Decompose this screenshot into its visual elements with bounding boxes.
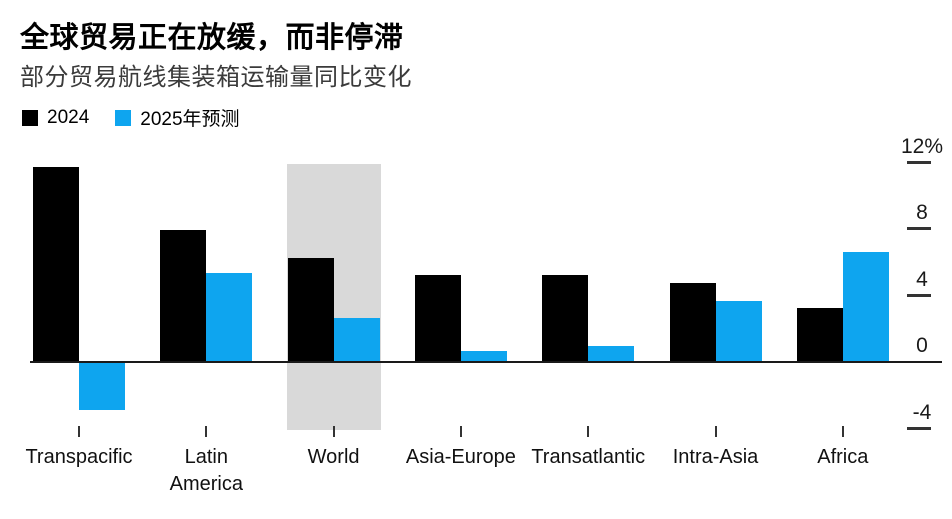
category-tick (78, 426, 80, 437)
category-label-line: World (307, 446, 360, 468)
category-label-line: Latin (184, 446, 228, 468)
y-axis-tick (907, 293, 931, 297)
bar-black-africa (796, 308, 843, 363)
bar-black-latin-america (160, 230, 207, 363)
category-tick (714, 426, 717, 437)
category-label-line: Transpacific (25, 446, 133, 468)
bar-blue-latin-america (206, 273, 253, 363)
category-label-line: Asia-Europe (405, 446, 516, 468)
category-label-line: Africa (817, 446, 869, 468)
category-label-line: Transatlantic (531, 446, 646, 468)
y-axis-tick (907, 227, 931, 230)
category-tick (459, 426, 462, 437)
category-label-line: America (169, 473, 243, 495)
category-label-africa: Africa (768, 444, 918, 471)
bar-blue-africa (842, 251, 889, 363)
category-label-world: World (259, 444, 409, 471)
chart-title: 全球贸易正在放缓，而非停滞 (20, 22, 404, 54)
category-label-line: Intra-Asia (672, 446, 759, 468)
bar-black-transatlantic (542, 274, 589, 363)
y-axis-label: 8 (916, 201, 928, 224)
legend-swatch-icon (22, 109, 38, 126)
bar-blue-asia-europe (460, 351, 507, 363)
category-label-transpacific: Transpacific (4, 444, 154, 471)
legend-label: 2024 (47, 106, 90, 128)
y-axis-label: 4 (916, 267, 928, 291)
bar-blue-world (333, 318, 380, 363)
bar-blue-intra-asia (715, 301, 762, 363)
bar-blue-transpacific (79, 363, 125, 410)
category-tick (587, 426, 590, 437)
bar-black-intra-asia (669, 283, 716, 363)
category-label-transatlantic: Transatlantic (513, 444, 663, 471)
category-label-asia-europe: Asia-Europe (386, 444, 536, 471)
bar-black-world (287, 258, 334, 363)
chart-subtitle: 部分贸易航线集装箱运输量同比变化 (20, 64, 412, 91)
legend-swatch-icon (115, 109, 132, 126)
legend-label: 2025年预测 (140, 109, 240, 130)
x-axis-line (30, 361, 942, 363)
category-tick (332, 426, 335, 437)
bar-blue-transatlantic (588, 346, 635, 363)
bar-black-transpacific (33, 166, 79, 363)
bar-black-asia-europe (414, 274, 461, 363)
category-tick (205, 426, 208, 437)
y-axis-tick (907, 160, 931, 164)
y-axis-label: 12% (900, 134, 944, 158)
legend-item: 2024 (22, 107, 89, 129)
category-label-latin-america: Latin America (131, 444, 281, 498)
y-axis-tick (907, 426, 931, 430)
legend: 2024 2025年预测 (22, 104, 240, 131)
y-axis-label: 0 (916, 334, 928, 357)
category-tick (841, 426, 844, 437)
y-axis-label: -4 (912, 400, 932, 424)
category-label-intra-asia: Intra-Asia (641, 444, 791, 471)
legend-item: 2025年预测 (115, 104, 240, 131)
